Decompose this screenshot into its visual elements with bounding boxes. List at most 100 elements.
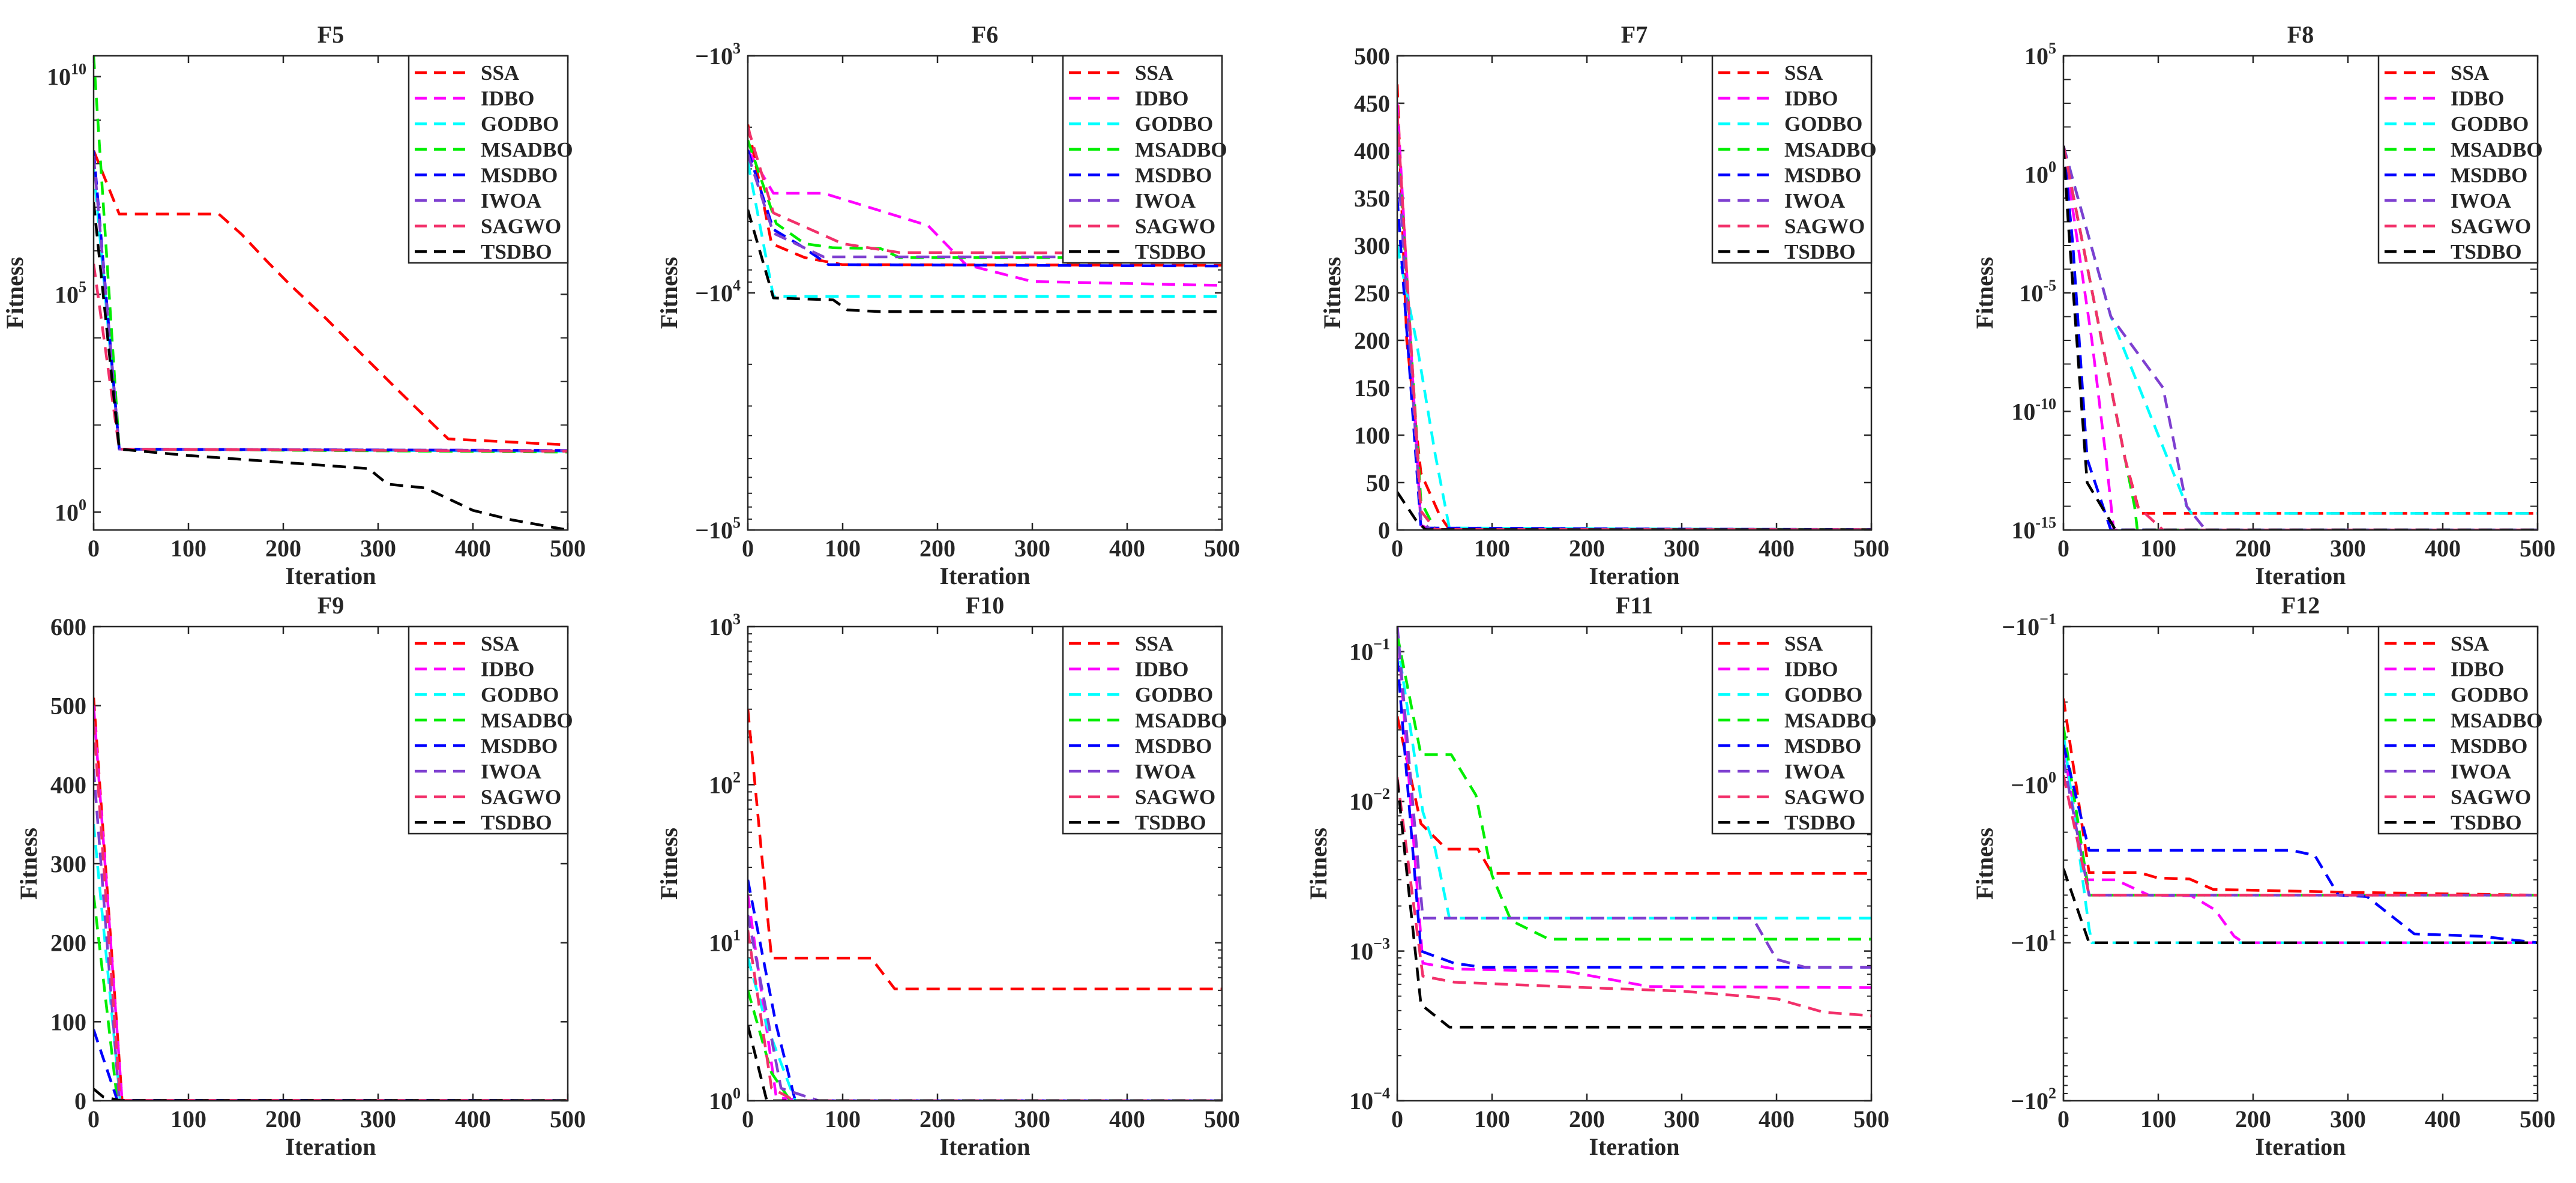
x-tick-label: 100 bbox=[1474, 535, 1510, 562]
y-tick-base: −10 bbox=[695, 280, 733, 307]
legend-item-msadbo: MSADBO bbox=[415, 709, 573, 732]
series-line-sagwo bbox=[2063, 774, 2538, 897]
y-tick-label: 100 bbox=[2024, 158, 2056, 188]
x-tick-label: 200 bbox=[1569, 1106, 1605, 1133]
series-group bbox=[748, 124, 1222, 313]
series-line-ssa bbox=[94, 150, 568, 447]
series-line-msadbo bbox=[1397, 634, 1871, 941]
x-tick-label: 500 bbox=[550, 1106, 586, 1133]
y-tick-base: −10 bbox=[2011, 930, 2048, 957]
y-tick-base: 10 bbox=[47, 64, 71, 91]
y-tick-exponent: 3 bbox=[733, 40, 741, 57]
chart-title: F10 bbox=[966, 592, 1004, 619]
y-tick-label: 500 bbox=[1354, 43, 1390, 70]
series-line-ssa bbox=[1397, 84, 1871, 530]
legend-item-tsdbo: TSDBO bbox=[415, 811, 552, 834]
legend-item-msdbo: MSDBO bbox=[2385, 163, 2527, 187]
chart-title: F9 bbox=[317, 592, 344, 619]
y-tick-label: −101 bbox=[2011, 927, 2056, 957]
x-tick-label: 100 bbox=[170, 1106, 206, 1133]
series-line-msadbo bbox=[748, 990, 1222, 1101]
legend-box bbox=[1062, 625, 1223, 835]
legend-label: GODBO bbox=[481, 683, 559, 706]
x-tick-label: 400 bbox=[455, 535, 491, 562]
series-line-msdbo bbox=[748, 879, 1222, 1101]
x-axis-label: Iteration bbox=[1589, 1133, 1679, 1160]
legend-label: TSDBO bbox=[1135, 811, 1206, 834]
y-tick-base: 10 bbox=[709, 1088, 733, 1115]
legend-label: MSADBO bbox=[481, 709, 573, 732]
x-tick-label: 200 bbox=[2235, 1106, 2271, 1133]
legend-box bbox=[1711, 55, 1873, 264]
x-tick-label: 100 bbox=[2140, 535, 2176, 562]
legend-item-godbo: GODBO bbox=[1069, 112, 1213, 136]
x-tick-label: 300 bbox=[1664, 535, 1700, 562]
legend-item-msadbo: MSADBO bbox=[2385, 709, 2543, 732]
series-line-idbo bbox=[94, 705, 568, 1101]
x-tick-label: 300 bbox=[2330, 535, 2366, 562]
y-axis-label: Fitness bbox=[655, 257, 682, 329]
x-tick-label: 500 bbox=[1853, 535, 1889, 562]
series-line-idbo bbox=[748, 895, 1222, 1101]
y-tick-exponent: -15 bbox=[2035, 514, 2056, 531]
series-line-iwoa bbox=[748, 914, 1222, 1101]
x-tick-label: 100 bbox=[170, 535, 206, 562]
y-tick-label: −100 bbox=[2011, 768, 2056, 798]
legend-label: IWOA bbox=[1784, 760, 1846, 783]
y-tick-exponent: −4 bbox=[1373, 1085, 1390, 1102]
legend-label: SAGWO bbox=[1784, 786, 1865, 809]
x-tick-label: 200 bbox=[2235, 535, 2271, 562]
series-line-tsdbo bbox=[1397, 779, 1871, 1029]
legend-label: IWOA bbox=[2451, 760, 2512, 783]
series-group bbox=[2063, 698, 2538, 944]
x-tick-label: 400 bbox=[455, 1106, 491, 1133]
y-tick-exponent: 5 bbox=[2048, 40, 2056, 57]
plot-frame bbox=[2062, 55, 2539, 531]
legend-label: SSA bbox=[2451, 632, 2490, 655]
y-tick-label: 500 bbox=[50, 693, 86, 720]
y-tick-label: 400 bbox=[50, 771, 86, 798]
x-tick-label: 100 bbox=[825, 1106, 861, 1133]
y-tick-base: 10 bbox=[2019, 280, 2043, 307]
y-tick-base: −10 bbox=[2011, 771, 2048, 798]
y-tick-label: 10−3 bbox=[1349, 935, 1390, 965]
series-line-godbo bbox=[94, 823, 568, 1101]
legend-item-ssa: SSA bbox=[1718, 61, 1823, 85]
y-tick-label: 102 bbox=[709, 768, 741, 798]
legend-label: MSDBO bbox=[1135, 734, 1212, 757]
legend-label: MSDBO bbox=[481, 734, 558, 757]
legend-label: MSADBO bbox=[1135, 709, 1227, 732]
y-axis-label: Fitness bbox=[655, 828, 682, 900]
chart-title: F12 bbox=[2281, 592, 2320, 619]
legend-label: GODBO bbox=[2451, 112, 2529, 136]
legend-item-iwoa: IWOA bbox=[2385, 189, 2512, 212]
legend-label: SSA bbox=[2451, 61, 2490, 85]
legend-item-idbo: IDBO bbox=[1718, 87, 1838, 110]
legend-label: MSADBO bbox=[1784, 138, 1877, 161]
legend-item-sagwo: SAGWO bbox=[1069, 786, 1215, 809]
x-tick-label: 300 bbox=[360, 1106, 396, 1133]
legend-item-ssa: SSA bbox=[415, 632, 520, 655]
y-tick-label: 10-5 bbox=[2019, 277, 2056, 307]
x-axis-label: Iteration bbox=[2255, 562, 2346, 589]
x-axis-label: Iteration bbox=[939, 562, 1030, 589]
legend-label: SAGWO bbox=[481, 786, 561, 809]
legend-item-tsdbo: TSDBO bbox=[1069, 240, 1206, 263]
legend-item-godbo: GODBO bbox=[415, 112, 559, 136]
y-tick-base: 10 bbox=[709, 771, 733, 798]
series-group bbox=[94, 56, 568, 530]
series-line-sagwo bbox=[2063, 145, 2538, 530]
y-tick-base: 10 bbox=[709, 613, 733, 640]
legend-item-iwoa: IWOA bbox=[1718, 189, 1846, 212]
subplot-f5: F50 100 200 300 400 5001001051010IterationFit… bbox=[1, 21, 586, 589]
legend-item-tsdbo: TSDBO bbox=[1718, 240, 1856, 263]
y-tick-base: 10 bbox=[1349, 639, 1373, 666]
legend-item-msdbo: MSDBO bbox=[1069, 734, 1212, 757]
legend-item-ssa: SSA bbox=[1069, 61, 1174, 85]
series-line-idbo bbox=[1397, 627, 1871, 989]
legend-item-ssa: SSA bbox=[2385, 632, 2490, 655]
y-tick-exponent: -10 bbox=[2035, 396, 2056, 413]
legend-item-sagwo: SAGWO bbox=[2385, 215, 2531, 238]
